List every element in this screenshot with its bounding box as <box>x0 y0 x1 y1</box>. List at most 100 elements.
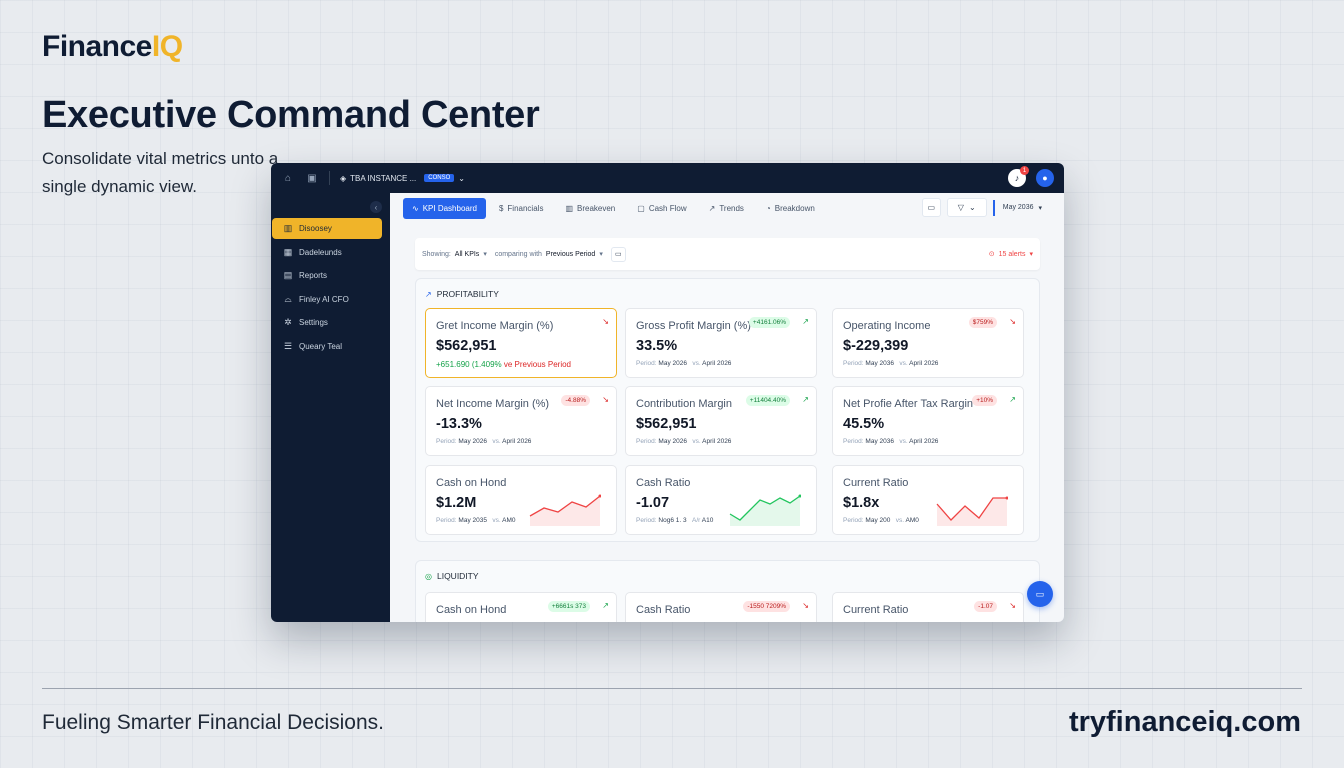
brand-logo: FinanceIQ <box>42 30 183 64</box>
kpi-label: Cash on Hond <box>436 477 507 489</box>
vs-value: April 2026 <box>909 438 939 445</box>
bar-chart-icon: ▥ <box>565 203 573 213</box>
kpi-label: Net Income Margin (%) <box>436 398 550 410</box>
lock-icon[interactable]: ▣ <box>307 172 317 184</box>
period-label: Period: <box>636 517 657 524</box>
sidebar-item-label: Settings <box>299 318 328 327</box>
sparkline <box>529 494 601 526</box>
footer-url[interactable]: tryfinanceiq.com <box>1068 706 1301 738</box>
sidebar-item-label: Dadeleunds <box>299 247 342 257</box>
period-value: May 2036 <box>865 360 894 367</box>
kpi-value: $1.2M <box>436 495 477 511</box>
kpi-label: Gret Income Margin (%) <box>436 320 554 332</box>
sparkline-point <box>1005 496 1008 500</box>
main-content: ∿ KPI Dashboard $ Financials ▥ Breakeven ▢ Cash… <box>390 193 1064 622</box>
trend-up-icon: ↗ <box>1009 395 1016 404</box>
delta-chip: -1550 7209% <box>743 601 790 612</box>
comment-icon: ▭ <box>927 203 936 212</box>
alert-icon: ⊙ <box>988 251 995 258</box>
kpi-card[interactable]: Operating Income $-229,399 $759% ↘ Period: M… <box>832 308 1024 378</box>
section-title: ↗ PROFITABILITY <box>425 289 499 299</box>
kpi-card[interactable]: Gret Income Margin (%) $562,951 ↘ +651.690 … <box>425 308 617 378</box>
chevron-down-icon: ▾ <box>483 251 487 258</box>
alerts-button[interactable]: ⊙ 15 alerts ▾ <box>988 250 1033 259</box>
sidebar-item-label: Finley AI CFO <box>299 294 349 304</box>
kpi-card[interactable]: Cash Ratio -1.07 Period: Nog6 1. 3 A/r A10 <box>625 465 817 535</box>
notifications-button[interactable]: ♪ 1 <box>1008 166 1029 187</box>
tab-3[interactable]: ▢ Cash Flow <box>628 198 695 219</box>
period-value: May 2026 <box>658 438 687 445</box>
kpi-label: Current Ratio <box>843 604 909 616</box>
comparing-dropdown[interactable]: Previous Period <box>545 250 596 258</box>
sidebar-item-5[interactable]: ☰ Queary Teal <box>272 336 382 357</box>
kpi-card[interactable]: Net Income Margin (%) -13.3% -4.88% ↘ Period… <box>425 386 617 456</box>
tab-2[interactable]: ▥ Breakeven <box>556 198 624 219</box>
chevron-down-icon: ▾ <box>599 251 603 258</box>
notification-count: 1 <box>1020 166 1029 175</box>
comments-button[interactable]: ▭ <box>921 198 941 217</box>
kpi-card[interactable]: Net Profie After Tax Rargin 45.5% +10% ↗ Per… <box>832 386 1024 456</box>
kpi-period: Period: May 2026 vs. April 2026 <box>436 438 531 445</box>
kpi-period: Period: May 2026 vs. April 2026 <box>636 438 731 445</box>
sparkline <box>729 494 801 526</box>
brand-name: Finance <box>42 30 152 63</box>
period-selector[interactable]: May 2036 ▾ <box>992 199 1042 216</box>
kpi-label: Cash Ratio <box>636 604 691 616</box>
kpi-card[interactable]: Gross Profit Margin (%) 33.5% +4161.06% ↗ Pe… <box>625 308 817 378</box>
chat-button[interactable]: ▭ <box>1027 581 1053 607</box>
home-icon[interactable]: ⌂ <box>284 172 292 184</box>
tab-label: KPI Dashboard <box>422 203 477 213</box>
grid-icon: ▦ <box>283 246 293 257</box>
vs-label: vs. <box>899 360 908 367</box>
period-label: Period: <box>436 438 457 445</box>
tab-0[interactable]: ∿ KPI Dashboard <box>403 197 486 219</box>
trend-icon: ↗ <box>425 289 432 299</box>
instance-name: TBA INSTANCE ... <box>350 173 417 183</box>
kpi-card[interactable]: Cash on Hond $1.2M Period: May 2035 vs. AM… <box>425 465 617 535</box>
kpi-period: Period: May 2036 vs. April 2026 <box>843 360 938 367</box>
instance-selector[interactable]: ◈ TBA INSTANCE ... CONSO ⌄ <box>340 174 465 183</box>
trend-icon: ↗ <box>708 203 716 213</box>
delta-chip: +10% <box>972 395 997 406</box>
sidebar-item-label: Disoosey <box>299 224 332 233</box>
user-avatar[interactable]: ● <box>1036 169 1054 187</box>
pie-icon: ◔ <box>765 203 771 213</box>
sidebar-item-3[interactable]: ⌓ Finley AI CFO <box>272 289 382 310</box>
vs-label: A/r <box>692 517 701 524</box>
tab-label: Financials <box>507 203 544 213</box>
comment-button[interactable]: ▭ <box>610 246 626 262</box>
sidebar-item-2[interactable]: ▤ Reports <box>272 265 382 286</box>
sidebar-item-1[interactable]: ▦ Dadeleunds <box>272 242 382 263</box>
period-label: Period: <box>843 517 864 524</box>
vs-value: April 2026 <box>909 360 939 367</box>
kpi-card[interactable]: Cash Ratio -1550 7209% ↘ <box>625 592 817 622</box>
vs-label: vs. <box>692 360 701 367</box>
sparkline <box>936 496 1008 526</box>
sidebar-collapse-button[interactable]: ‹ <box>370 201 382 213</box>
kpi-card[interactable]: Current Ratio $1.8x Period: May 200 vs. AM… <box>832 465 1024 535</box>
sidebar-item-4[interactable]: ✲ Settings <box>272 312 382 333</box>
trend-down-icon: ↘ <box>602 395 609 404</box>
sidebar: ‹ ▥ Disoosey ▦ Dadeleunds ▤ Reports ⌓ Finley AI… <box>271 193 390 622</box>
kpi-card[interactable]: Cash on Hond +6661s 373 ↗ <box>425 592 617 622</box>
tab-4[interactable]: ↗ Trends <box>700 198 753 219</box>
filter-button[interactable]: ▽ ⌄ <box>946 198 987 217</box>
kpi-card[interactable]: Contribution Margin $562,951 +11404.40% ↗ Pe… <box>625 386 817 456</box>
vs-value: April 2026 <box>502 438 532 445</box>
sidebar-item-0[interactable]: ▥ Disoosey <box>272 218 382 239</box>
chevron-down-icon: ▾ <box>1038 204 1042 212</box>
delta-chip: +11404.40% <box>745 395 790 406</box>
kpi-label: Cash on Hond <box>436 604 507 616</box>
tab-1[interactable]: $ Financials <box>490 198 552 219</box>
period-value: May 200 <box>865 517 891 524</box>
droplet-icon: ◎ <box>425 571 432 581</box>
period-label: Period: <box>843 438 864 445</box>
tab-5[interactable]: ◔ Breakdown <box>757 198 824 219</box>
kpi-label: Operating Income <box>843 320 931 332</box>
robot-icon: ⌓ <box>284 293 292 304</box>
trend-up-icon: ↗ <box>802 395 809 404</box>
showing-dropdown[interactable]: All KPIs <box>454 250 480 258</box>
kpi-card[interactable]: Current Ratio -1.07 ↘ <box>832 592 1024 622</box>
showing-label: Showing: <box>422 250 451 258</box>
delta-value: +651.690 <box>436 360 470 369</box>
